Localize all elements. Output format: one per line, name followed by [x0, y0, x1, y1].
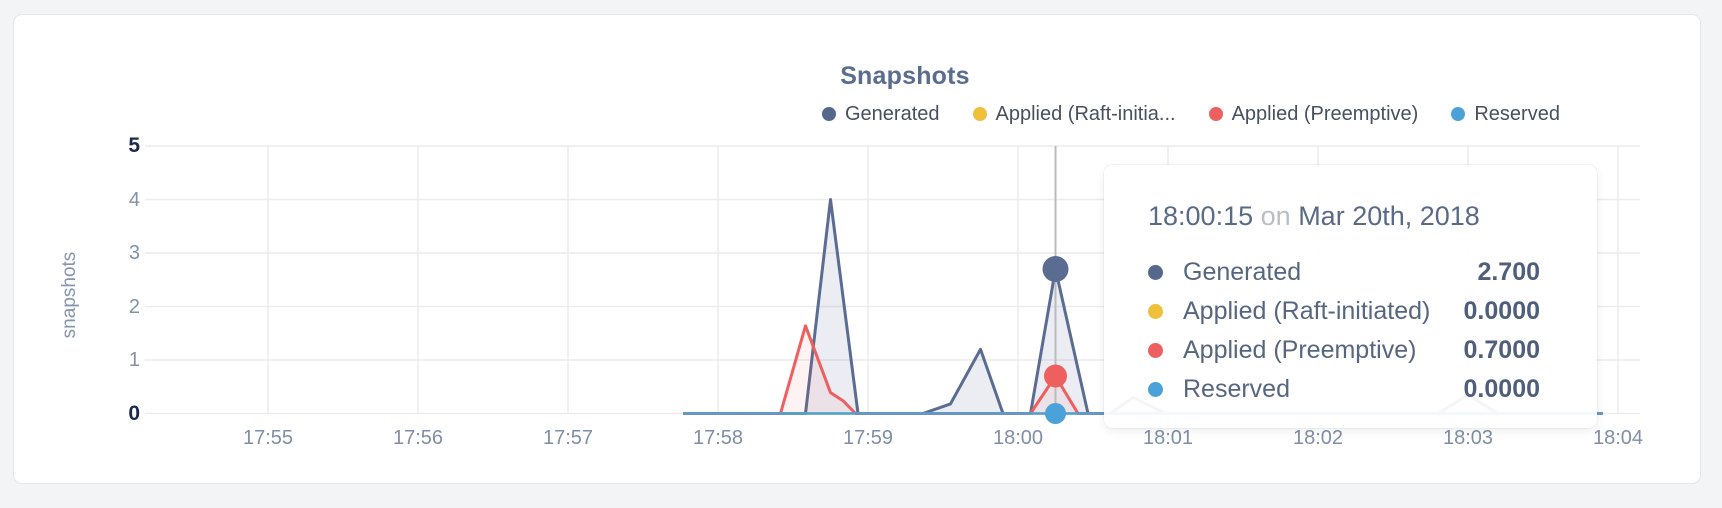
hover-tooltip: 18:00:15 on Mar 20th, 2018 Generated 2.7…	[1104, 165, 1597, 428]
tooltip-series-dot-icon	[1148, 343, 1163, 358]
highlight-dot-Applied (Preemptive)[interactable]	[1044, 364, 1067, 388]
tooltip-series-label: Applied (Raft-initiated)	[1183, 297, 1431, 325]
tooltip-series-label: Reserved	[1183, 375, 1290, 403]
legend-series-label: Applied (Raft-initia...	[995, 102, 1176, 125]
tooltip-series-row: Reserved 0.0000	[1148, 370, 1540, 409]
tooltip-conjunction: on	[1260, 201, 1291, 231]
legend-series-label: Applied (Preemptive)	[1231, 102, 1419, 125]
legend-series-dot-icon	[1451, 107, 1466, 121]
x-tick-label: 18:00	[992, 427, 1044, 449]
tooltip-time: 18:00:15	[1148, 201, 1254, 231]
tooltip-series-label: Applied (Preemptive)	[1183, 336, 1417, 364]
tooltip-series-dot-icon	[1148, 382, 1163, 397]
y-tick-label: 3	[128, 242, 140, 264]
tooltip-series-row: Applied (Raft-initiated) 0.0000	[1148, 292, 1540, 331]
series-line-Applied (Preemptive)	[683, 324, 1603, 415]
legend-series-dot-icon	[822, 107, 836, 121]
tooltip-series-value: 0.7000	[1463, 336, 1540, 364]
tooltip-timestamp: 18:00:15 on Mar 20th, 2018	[1148, 201, 1540, 232]
legend-series-label: Generated	[845, 102, 940, 125]
x-tick-label: 17:55	[242, 427, 294, 449]
x-tick-label: 17:58	[692, 427, 744, 449]
x-tick-label: 17:56	[392, 427, 444, 449]
tooltip-series-label: Generated	[1183, 258, 1302, 286]
y-tick-label: 4	[128, 188, 140, 211]
tooltip-date: Mar 20th, 2018	[1298, 201, 1480, 231]
x-tick-label: 18:04	[1592, 427, 1644, 449]
legend-series-dot-icon	[1208, 107, 1223, 121]
tooltip-series-dot-icon	[1148, 304, 1163, 319]
legend-series-label: Reserved	[1474, 102, 1560, 125]
tooltip-series-value: 2.700	[1477, 258, 1540, 286]
tooltip-series-value: 0.0000	[1463, 297, 1540, 325]
chart-title: Snapshots	[840, 62, 970, 90]
tooltip-series-row: Generated 2.700	[1148, 253, 1540, 292]
y-tick-label: 0	[128, 401, 140, 425]
legend-item[interactable]: Generated	[822, 103, 940, 126]
highlight-dot-Reserved[interactable]	[1045, 403, 1066, 424]
legend-item[interactable]: Reserved	[1451, 103, 1560, 126]
tooltip-series-value: 0.0000	[1463, 375, 1540, 403]
x-tick-label: 18:03	[1442, 427, 1494, 449]
chart-legend: Generated Applied (Raft-initia... Applie…	[822, 101, 1560, 127]
legend-series-dot-icon	[972, 107, 987, 121]
tooltip-series-row: Applied (Preemptive) 0.7000	[1148, 331, 1540, 370]
legend-item[interactable]: Applied (Raft-initia...	[972, 102, 1176, 126]
highlight-dot-Generated[interactable]	[1042, 256, 1069, 283]
y-tick-label: 1	[128, 349, 140, 371]
y-tick-label: 5	[128, 134, 140, 157]
x-tick-label: 17:57	[542, 427, 594, 449]
legend-item[interactable]: Applied (Preemptive)	[1208, 102, 1419, 126]
tooltip-series-dot-icon	[1148, 265, 1163, 280]
y-tick-label: 2	[128, 295, 140, 318]
x-tick-label: 18:01	[1142, 427, 1194, 449]
x-tick-label: 17:59	[842, 427, 894, 449]
x-tick-label: 18:02	[1292, 427, 1344, 449]
